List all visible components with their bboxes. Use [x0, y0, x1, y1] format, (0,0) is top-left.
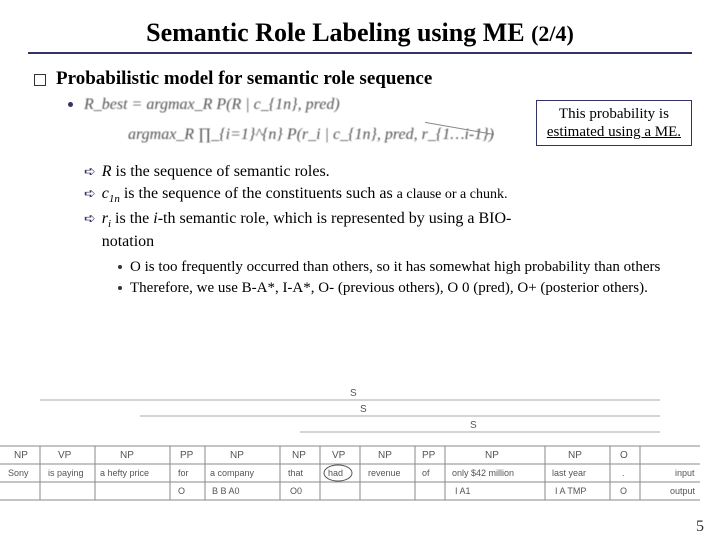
desc-list: ➪ R is the sequence of semantic roles. ➪…	[84, 162, 692, 252]
sub-item: Therefore, we use B-A*, I-A*, O- (previo…	[118, 279, 692, 298]
svg-text:NP: NP	[120, 450, 134, 461]
svg-text:PP: PP	[422, 450, 436, 461]
callout-line1: This probability is	[547, 105, 681, 123]
arrow-bullet-icon: ➪	[84, 211, 96, 229]
dot-bullet-icon	[118, 265, 122, 269]
svg-text:VP: VP	[332, 450, 346, 461]
svg-text:S: S	[350, 388, 357, 399]
svg-text:of: of	[422, 468, 430, 478]
dot-bullet-icon	[118, 286, 122, 290]
svg-text:S: S	[360, 404, 367, 415]
desc-item: ➪ c1n is the sequence of the constituent…	[84, 184, 692, 207]
section-heading: Probabilistic model for semantic role se…	[56, 68, 432, 90]
svg-text:NP: NP	[292, 450, 306, 461]
arrow-bullet-icon: ➪	[84, 164, 96, 182]
desc-text: R is the sequence of semantic roles.	[102, 162, 330, 182]
sub-text-2: Therefore, we use B-A*, I-A*, O- (previo…	[130, 279, 648, 298]
svg-text:only $42 million: only $42 million	[452, 468, 514, 478]
callout-line2: estimated using a ME.	[547, 123, 681, 141]
var-R: R	[102, 163, 112, 180]
svg-text:O: O	[620, 450, 628, 461]
formula-1: R_best = argmax_R P(R | c_{1n}, pred)	[84, 96, 340, 114]
svg-text:for: for	[178, 468, 189, 478]
parse-tree: S S S	[0, 386, 720, 516]
svg-text:that: that	[288, 468, 304, 478]
slide: Semantic Role Labeling using ME (2/4) Pr…	[0, 0, 720, 540]
svg-text:Sony: Sony	[8, 468, 29, 478]
svg-text:NP: NP	[485, 450, 499, 461]
heading-row: Probabilistic model for semantic role se…	[34, 68, 692, 90]
formula-2: argmax_R ∏_{i=1}^{n} P(r_i | c_{1n}, pre…	[128, 126, 494, 144]
bullet-dot-icon	[68, 102, 73, 107]
desc-item: ➪ R is the sequence of semantic roles.	[84, 162, 692, 182]
var-c: c	[102, 185, 109, 202]
svg-text:I A TMP: I A TMP	[555, 486, 586, 496]
square-bullet-icon	[34, 74, 46, 86]
desc-ri-cont: notation	[102, 233, 154, 250]
slide-title: Semantic Role Labeling using ME (2/4)	[28, 18, 692, 48]
svg-text:is paying: is paying	[48, 468, 84, 478]
svg-text:O: O	[178, 486, 185, 496]
title-paren: (2/4)	[531, 21, 574, 46]
desc-c: is the sequence of the constituents such…	[120, 185, 397, 202]
svg-text:PP: PP	[180, 450, 194, 461]
desc-ri-mid: is the	[111, 210, 153, 227]
title-main: Semantic Role Labeling using ME	[146, 18, 524, 47]
svg-text:a company: a company	[210, 468, 255, 478]
desc-item: ➪ ri is the i-th semantic role, which is…	[84, 209, 692, 252]
svg-text:S: S	[470, 420, 477, 431]
svg-text:O0: O0	[290, 486, 302, 496]
svg-text:NP: NP	[568, 450, 582, 461]
parse-tree-svg: S S S	[0, 386, 720, 516]
var-c-sub: 1n	[109, 193, 120, 205]
svg-text:output: output	[670, 486, 696, 496]
title-rule	[28, 52, 692, 54]
desc-r: is the sequence of semantic roles.	[112, 163, 330, 180]
svg-text:NP: NP	[378, 450, 392, 461]
svg-text:had: had	[328, 468, 343, 478]
callout-box: This probability is estimated using a ME…	[536, 100, 692, 146]
svg-text:revenue: revenue	[368, 468, 401, 478]
desc-text: ri is the i-th semantic role, which is r…	[102, 209, 512, 252]
desc-ri-text: -th semantic role, which is represented …	[158, 210, 512, 227]
svg-text:NP: NP	[230, 450, 244, 461]
svg-text:B B A0: B B A0	[212, 486, 240, 496]
svg-text:VP: VP	[58, 450, 72, 461]
svg-text:.: .	[622, 468, 625, 478]
desc-text: c1n is the sequence of the constituents …	[102, 184, 508, 207]
formula-area: R_best = argmax_R P(R | c_{1n}, pred) ar…	[68, 96, 692, 160]
sub-text-1: O is too frequently occurred than others…	[130, 258, 660, 277]
svg-text:last year: last year	[552, 468, 586, 478]
svg-text:input: input	[675, 468, 695, 478]
svg-text:a hefty price: a hefty price	[100, 468, 149, 478]
desc-c-tail: a clause or a chunk.	[397, 187, 508, 202]
sub-item: O is too frequently occurred than others…	[118, 258, 692, 277]
svg-text:NP: NP	[14, 450, 28, 461]
sub-list: O is too frequently occurred than others…	[118, 258, 692, 298]
svg-text:O: O	[620, 486, 627, 496]
svg-text:I A1: I A1	[455, 486, 471, 496]
arrow-bullet-icon: ➪	[84, 186, 96, 204]
page-number: 5	[696, 518, 704, 536]
